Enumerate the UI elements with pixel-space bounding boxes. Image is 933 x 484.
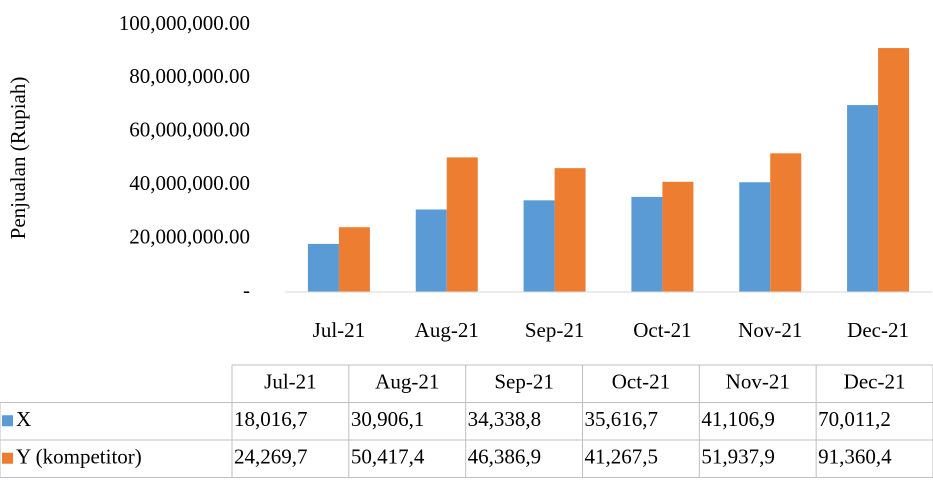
bar xyxy=(415,209,447,292)
legend-swatch xyxy=(2,415,13,427)
table-header: Sep-21 xyxy=(494,370,554,394)
table-cell: 18,016,7 xyxy=(234,407,308,431)
bar xyxy=(523,200,555,292)
y-tick-label: 40,000,000.00 xyxy=(129,171,250,195)
table-header: Nov-21 xyxy=(726,370,790,394)
table-cell: 34,338,8 xyxy=(468,407,541,431)
table-cell: 41,267,5 xyxy=(585,445,659,469)
bar xyxy=(338,227,370,292)
x-tick-label: Sep-21 xyxy=(525,318,585,342)
bar xyxy=(878,48,910,292)
bar xyxy=(631,196,663,292)
x-tick-label: Jul-21 xyxy=(313,318,366,342)
table-cell: 91,360,4 xyxy=(818,445,892,469)
table-cell: 46,386,9 xyxy=(468,445,541,469)
x-tick-label: Nov-21 xyxy=(738,318,802,342)
table-header: Aug-21 xyxy=(375,370,439,394)
legend-label: Y (kompetitor) xyxy=(16,445,142,469)
bar xyxy=(662,181,694,292)
y-axis-title: Penjualan (Rupiah) xyxy=(6,77,30,240)
legend-swatch xyxy=(2,452,13,464)
x-tick-label: Oct-21 xyxy=(633,318,691,342)
table-header: Oct-21 xyxy=(612,370,670,394)
table-cell: 41,106,9 xyxy=(701,407,775,431)
bar xyxy=(446,157,478,292)
bar xyxy=(770,153,802,292)
table-header: Jul-21 xyxy=(264,370,317,394)
table-cell: 30,906,1 xyxy=(351,407,425,431)
bar xyxy=(847,105,879,292)
table-cell: 50,417,4 xyxy=(351,445,425,469)
y-tick-label: 80,000,000.00 xyxy=(129,64,250,88)
bar xyxy=(307,243,339,292)
table-cell: 70,011,2 xyxy=(818,407,891,431)
x-tick-label: Dec-21 xyxy=(847,318,909,342)
legend-label: X xyxy=(16,407,31,431)
y-tick-label: 100,000,000.00 xyxy=(119,11,250,35)
y-tick-label: 20,000,000.00 xyxy=(129,224,250,248)
table-cell: 35,616,7 xyxy=(585,407,659,431)
bar xyxy=(554,168,586,292)
y-tick-label: 60,000,000.00 xyxy=(129,118,250,142)
table-cell: 51,937,9 xyxy=(701,445,775,469)
table-cell: 24,269,7 xyxy=(234,445,308,469)
bar xyxy=(739,182,771,292)
table-header: Dec-21 xyxy=(844,370,906,394)
x-tick-label: Aug-21 xyxy=(415,318,479,342)
y-tick-label: - xyxy=(243,278,250,302)
